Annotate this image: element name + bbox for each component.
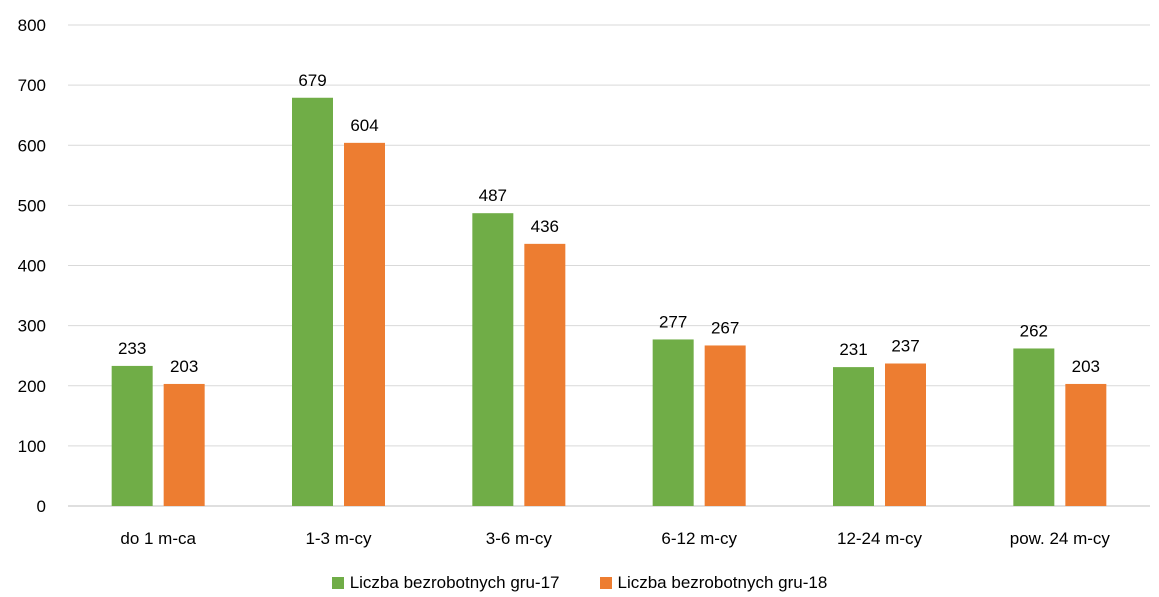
data-label-series-2: 436 bbox=[531, 217, 559, 236]
data-label-series-1: 679 bbox=[298, 71, 326, 90]
bar-series-2 bbox=[885, 363, 926, 506]
x-tick-label: do 1 m-ca bbox=[120, 529, 196, 548]
y-tick-label: 400 bbox=[18, 257, 46, 276]
bar-series-2 bbox=[163, 383, 205, 506]
y-tick-label: 200 bbox=[18, 377, 46, 396]
data-label-series-1: 233 bbox=[118, 339, 146, 358]
x-tick-label: 3-6 m-cy bbox=[486, 529, 553, 548]
legend-label-series-1: Liczba bezrobotnych gru-17 bbox=[349, 573, 560, 592]
gridlines bbox=[68, 24, 1150, 507]
legend-item-series-2: Liczba bezrobotnych gru-18 bbox=[599, 573, 828, 593]
y-tick-label: 300 bbox=[18, 317, 46, 336]
bar-series-1 bbox=[833, 367, 874, 506]
y-tick-label: 500 bbox=[18, 196, 46, 215]
x-tick-label: pow. 24 m-cy bbox=[1010, 529, 1111, 548]
x-tick-label: 12-24 m-cy bbox=[837, 529, 923, 548]
y-tick-label: 100 bbox=[18, 437, 46, 456]
data-label-series-2: 237 bbox=[891, 337, 919, 356]
bar-series-1 bbox=[472, 213, 514, 506]
data-labels: 233 203 679 604 487 436 277 267 231 237 262 203 bbox=[118, 71, 1100, 376]
bar-series-1 bbox=[292, 97, 333, 506]
legend-label-series-2: Liczba bezrobotnych gru-18 bbox=[617, 573, 828, 592]
data-label-series-2: 203 bbox=[170, 357, 198, 376]
legend-swatch-series-1 bbox=[331, 577, 344, 589]
data-label-series-1: 231 bbox=[839, 340, 867, 359]
bars bbox=[111, 97, 1107, 507]
bar-series-2 bbox=[1065, 383, 1107, 506]
data-label-series-2: 604 bbox=[350, 116, 378, 135]
bar-series-1 bbox=[652, 339, 694, 506]
data-label-series-1: 487 bbox=[479, 186, 507, 205]
y-tick-label: 0 bbox=[37, 497, 46, 516]
bar-series-2 bbox=[524, 243, 566, 507]
y-tick-label: 700 bbox=[18, 76, 46, 95]
data-label-series-2: 267 bbox=[711, 318, 739, 337]
legend-swatch-series-2 bbox=[599, 577, 612, 589]
data-label-series-1: 277 bbox=[659, 312, 687, 331]
bar-series-2 bbox=[344, 142, 385, 506]
y-tick-label: 600 bbox=[18, 136, 46, 155]
y-axis: 0 100 200 300 400 500 600 700 800 bbox=[18, 16, 46, 516]
x-tick-label: 1-3 m-cy bbox=[305, 529, 372, 548]
legend-item-series-1: Liczba bezrobotnych gru-17 bbox=[331, 573, 560, 593]
bar-series-2 bbox=[704, 345, 746, 506]
x-axis: do 1 m-ca 1-3 m-cy 3-6 m-cy 6-12 m-cy 12-24 … bbox=[120, 529, 1110, 548]
bar-series-1 bbox=[1013, 348, 1055, 506]
legend: Liczba bezrobotnych gru-17 Liczba bezrob… bbox=[0, 573, 1159, 593]
x-tick-label: 6-12 m-cy bbox=[661, 529, 737, 548]
data-label-series-1: 262 bbox=[1020, 321, 1048, 340]
y-tick-label: 800 bbox=[18, 16, 46, 35]
data-label-series-2: 203 bbox=[1072, 357, 1100, 376]
bar-series-1 bbox=[111, 365, 153, 506]
